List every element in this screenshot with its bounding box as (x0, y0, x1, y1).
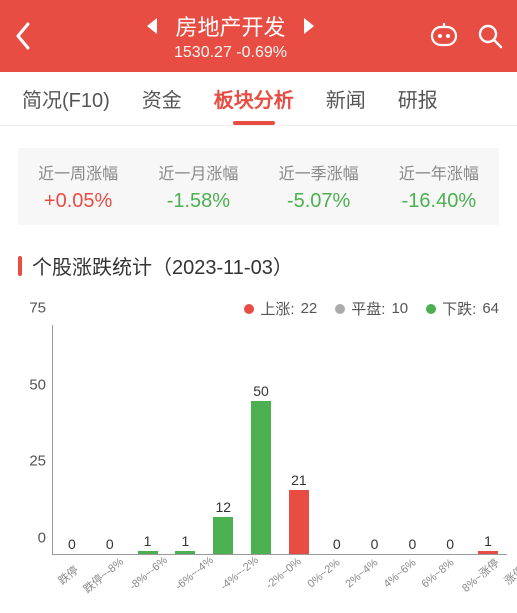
bar-slot: 1 (166, 325, 204, 554)
stat-cell-1: 近一月涨幅 -1.58% (138, 160, 258, 213)
tab-1[interactable]: 资金 (126, 72, 198, 125)
bar-slot: 0 (431, 325, 469, 554)
legend-down-label: 下跌: (442, 298, 476, 319)
bar-value-label: 0 (106, 536, 114, 552)
back-icon[interactable] (14, 22, 32, 50)
stat-label: 近一季涨幅 (259, 160, 379, 184)
prev-icon[interactable] (145, 17, 159, 35)
header-change: -0.69% (236, 44, 287, 61)
stat-value: -5.07% (259, 190, 379, 213)
header-subtitle: 1530.27 -0.69% (174, 44, 287, 62)
y-tick: 0 (38, 530, 46, 547)
stat-label: 近一周涨幅 (18, 160, 138, 184)
tab-2[interactable]: 板块分析 (198, 72, 310, 125)
bar (213, 517, 233, 554)
y-tick: 50 (29, 376, 46, 393)
stat-cell-3: 近一年涨幅 -16.40% (379, 160, 499, 213)
legend-up: 上涨: 22 (244, 298, 317, 319)
bar (138, 551, 158, 554)
legend-flat: 平盘: 10 (335, 298, 408, 319)
bot-icon[interactable] (429, 23, 459, 49)
plot-area: 0 0 1 1 12 50 21 0 0 0 0 1 (52, 325, 507, 555)
header-title: 房地产开发 (175, 10, 285, 42)
stat-cell-2: 近一季涨幅 -5.07% (259, 160, 379, 213)
bar-value-label: 50 (253, 383, 269, 399)
stat-cell-0: 近一周涨幅 +0.05% (18, 160, 138, 213)
y-axis: 0255075 (18, 325, 52, 555)
legend-flat-label: 平盘: (351, 298, 385, 319)
chart-legend: 上涨: 22 平盘: 10 下跌: 64 (0, 298, 499, 319)
app-header: 房地产开发 1530.27 -0.69% (0, 0, 517, 72)
section-title: 个股涨跌统计（2023-11-03） (18, 251, 499, 280)
bar-slot: 50 (242, 325, 280, 554)
bar-slot: 0 (53, 325, 91, 554)
stat-value: +0.05% (18, 190, 138, 213)
header-price: 1530.27 (174, 44, 232, 61)
bar (289, 490, 309, 554)
bar (478, 551, 498, 554)
bar (175, 551, 195, 554)
bar-slot: 1 (469, 325, 507, 554)
bar-value-label: 0 (68, 536, 76, 552)
y-tick: 75 (29, 300, 46, 317)
section-title-text: 个股涨跌统计（2023-11-03） (32, 251, 293, 280)
bar-chart: 0255075 001112502100001 跌停跌停~-8%-8%~-6%-… (18, 325, 507, 605)
bar-value-label: 1 (484, 533, 492, 549)
bar-value-label: 1 (182, 533, 190, 549)
bar-value-label: 0 (333, 536, 341, 552)
stat-label: 近一月涨幅 (138, 160, 258, 184)
bar-value-label: 0 (446, 536, 454, 552)
bar-slot: 0 (91, 325, 129, 554)
tab-bar: 简况(F10)资金板块分析新闻研报 (0, 72, 517, 126)
stat-label: 近一年涨幅 (379, 160, 499, 184)
tab-4[interactable]: 研报 (382, 72, 454, 125)
dot-up-icon (244, 304, 254, 314)
bar-value-label: 1 (144, 533, 152, 549)
tab-3[interactable]: 新闻 (310, 72, 382, 125)
stat-value: -16.40% (379, 190, 499, 213)
legend-up-label: 上涨: (260, 298, 294, 319)
bar-slot: 12 (204, 325, 242, 554)
bar-slot: 1 (129, 325, 167, 554)
bar-value-label: 12 (215, 499, 231, 515)
header-right (429, 23, 503, 49)
period-stats: 近一周涨幅 +0.05%近一月涨幅 -1.58%近一季涨幅 -5.07%近一年涨幅 -1… (18, 148, 499, 225)
bar-slot: 0 (356, 325, 394, 554)
header-center: 房地产开发 1530.27 -0.69% (32, 10, 429, 62)
legend-flat-value: 10 (391, 300, 408, 317)
bar-slot: 21 (280, 325, 318, 554)
legend-up-value: 22 (301, 300, 318, 317)
x-axis: 跌停跌停~-8%-8%~-6%-6%~-4%-4%~-2%-2%~0%0%~2%… (52, 555, 507, 605)
bar-value-label: 21 (291, 472, 307, 488)
search-icon[interactable] (477, 23, 503, 49)
dot-down-icon (426, 304, 436, 314)
legend-down: 下跌: 64 (426, 298, 499, 319)
bars-container: 0 0 1 1 12 50 21 0 0 0 0 1 (53, 325, 507, 554)
legend-down-value: 64 (482, 300, 499, 317)
next-icon[interactable] (302, 17, 316, 35)
tab-0[interactable]: 简况(F10) (6, 72, 126, 125)
stat-value: -1.58% (138, 190, 258, 213)
header-left (14, 22, 32, 50)
bar-slot: 0 (318, 325, 356, 554)
bar-slot: 0 (393, 325, 431, 554)
bar (251, 401, 271, 554)
bar-value-label: 0 (371, 536, 379, 552)
dot-flat-icon (335, 304, 345, 314)
y-tick: 25 (29, 453, 46, 470)
bar-value-label: 0 (408, 536, 416, 552)
